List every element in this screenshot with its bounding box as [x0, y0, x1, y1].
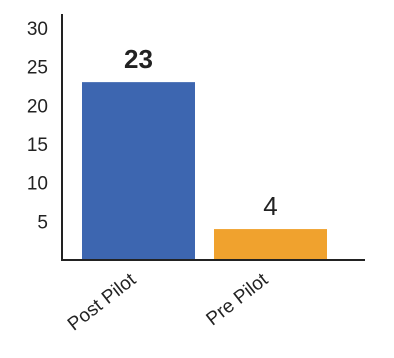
y-tick-label: 25	[27, 58, 48, 79]
x-category-label: Pre Pilot	[203, 269, 273, 330]
data-labels: 23 4	[124, 44, 278, 221]
y-tick-label: 5	[37, 212, 48, 233]
data-label: 23	[124, 44, 153, 74]
y-tick-label: 15	[27, 135, 48, 156]
bar-pre-pilot	[214, 229, 327, 260]
y-tick-label: 30	[27, 19, 48, 40]
y-tick-label: 20	[27, 96, 48, 117]
x-category-label: Post Pilot	[64, 269, 141, 335]
y-tick-label: 10	[27, 174, 48, 195]
bars	[82, 82, 327, 260]
y-axis-ticks: 5 10 15 20 25 30	[27, 19, 48, 233]
data-label: 4	[263, 191, 277, 221]
bar-post-pilot	[82, 82, 195, 260]
x-axis-category-labels: Post Pilot Pre Pilot	[64, 269, 273, 335]
